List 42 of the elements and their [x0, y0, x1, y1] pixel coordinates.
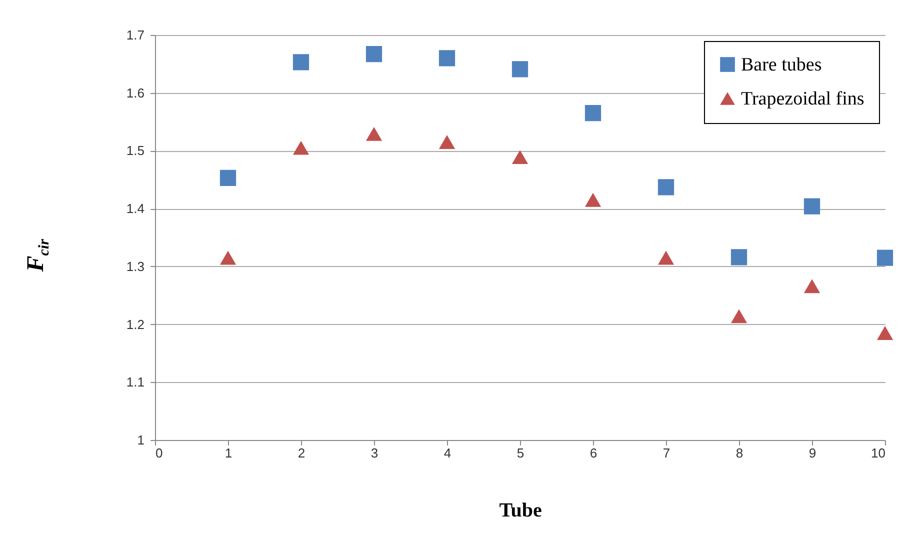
point	[292, 54, 310, 70]
point	[292, 140, 310, 155]
x-tick-label: 1	[224, 446, 232, 460]
point	[512, 150, 528, 164]
x-tick-label: 9	[808, 446, 816, 460]
y-tick-label: 1.3	[126, 258, 144, 274]
x-tick-label: 3	[370, 446, 378, 460]
point	[438, 50, 456, 66]
point	[366, 126, 382, 141]
y-tick-label: 1.7	[126, 28, 144, 42]
point	[366, 46, 382, 62]
point	[804, 279, 820, 294]
point	[512, 61, 528, 78]
point	[730, 309, 748, 324]
point	[730, 249, 748, 266]
x-tick-label: 5	[516, 446, 524, 460]
x-tick-label: 7	[662, 446, 670, 460]
point	[220, 170, 236, 186]
x-tick-label: 2	[298, 446, 306, 460]
x-tick-label: 6	[590, 446, 598, 460]
y-tick-label: 1.4	[126, 201, 144, 216]
point	[876, 326, 894, 340]
point	[438, 135, 456, 150]
x-tick-label: 10	[871, 446, 886, 460]
point	[584, 105, 602, 122]
point	[658, 250, 674, 265]
y-tick-label: 1.6	[126, 85, 144, 100]
y-tick-label: 1	[137, 432, 144, 448]
point	[584, 192, 602, 207]
y-tick-label: 1.2	[126, 316, 144, 332]
x-tick-label: 4	[444, 446, 452, 460]
y-tick-label: 1.1	[126, 374, 144, 390]
point	[658, 179, 674, 196]
point	[220, 250, 236, 265]
legend-label: Bare tubes	[741, 54, 822, 76]
x-axis-title: Tube	[499, 500, 542, 522]
y-tick-label: 1.5	[126, 143, 144, 158]
x-tick-label: 0	[156, 446, 163, 460]
legend-label: Trapezoidal fins	[741, 88, 864, 110]
point	[876, 250, 894, 266]
x-tick-label: 8	[736, 446, 744, 460]
point	[804, 198, 820, 214]
